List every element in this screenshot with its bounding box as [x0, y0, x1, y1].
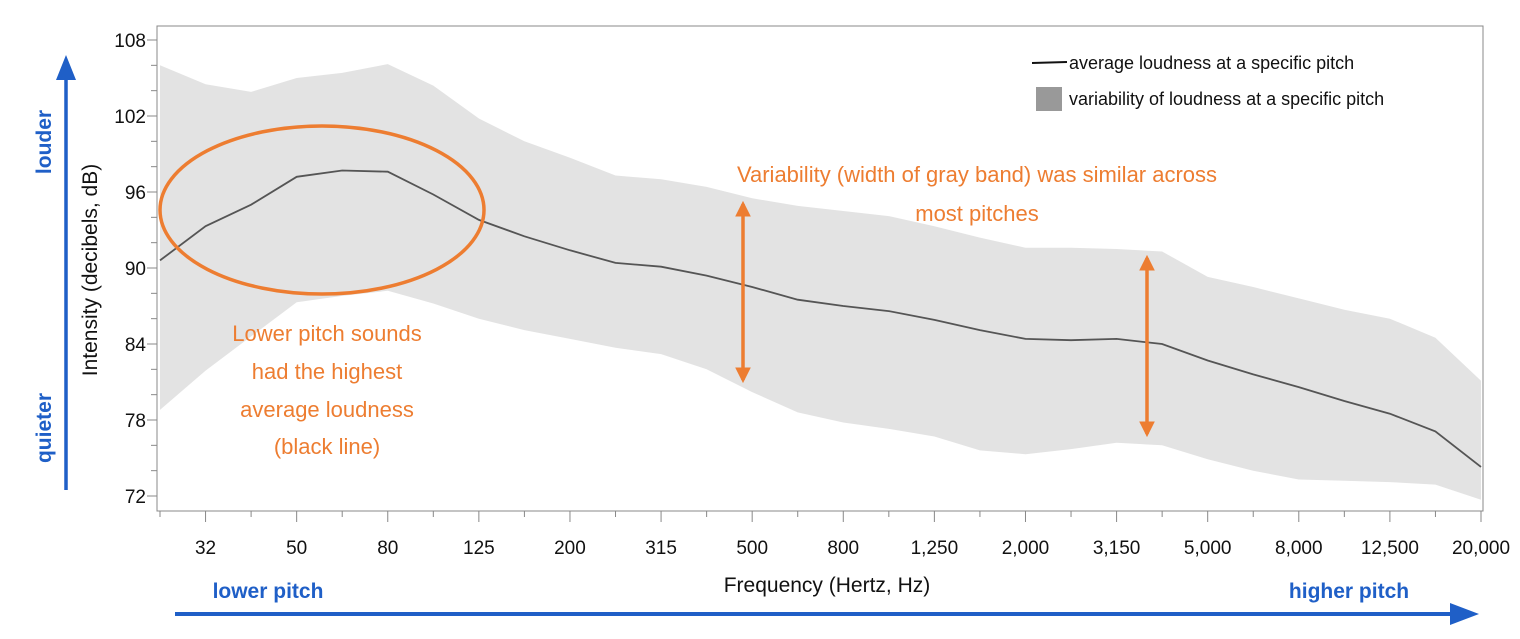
x-tick-label: 32 — [195, 538, 216, 559]
legend-band-swatch — [1036, 87, 1062, 111]
y-tick-label: 72 — [125, 487, 146, 508]
variability-note-line-1: Variability (width of gray band) was sim… — [737, 162, 1217, 187]
higher-pitch-label: higher pitch — [1289, 580, 1409, 603]
y-tick-label: 78 — [125, 411, 146, 432]
side-arrows: louder quieter lower pitch higher pitch — [33, 55, 1479, 625]
lower-pitch-label: lower pitch — [213, 580, 324, 603]
y-tick-label: 96 — [125, 183, 146, 204]
x-tick-label: 80 — [377, 538, 398, 559]
y-tick-label: 108 — [114, 31, 146, 52]
y-axis-title: Intensity (decibels, dB) — [79, 164, 102, 376]
lower-pitch-note-line-4: (black line) — [274, 434, 380, 459]
x-axis-ticks: 32 50 80 125 200 315 500 800 1,250 2,000 3,150 5,00… — [159, 511, 1510, 559]
x-tick-label: 20,000 — [1452, 538, 1510, 559]
x-tick-label: 12,500 — [1361, 538, 1419, 559]
x-tick-label: 315 — [645, 538, 677, 559]
legend: average loudness at a specific pitch var… — [1031, 53, 1384, 111]
x-tick-label: 1,250 — [911, 538, 959, 559]
x-tick-label: 800 — [827, 538, 859, 559]
x-tick-label: 500 — [736, 538, 768, 559]
x-tick-label: 50 — [286, 538, 307, 559]
y-tick-label: 90 — [125, 259, 146, 280]
quieter-label: quieter — [33, 393, 56, 463]
lower-pitch-note-line-3: average loudness — [240, 397, 414, 422]
variability-note-line-2: most pitches — [915, 201, 1039, 226]
x-tick-label: 5,000 — [1184, 538, 1232, 559]
x-tick-label: 3,150 — [1093, 538, 1141, 559]
loudness-axis-arrow-head — [56, 55, 76, 80]
y-tick-label: 84 — [125, 335, 147, 356]
legend-line-swatch — [1031, 61, 1068, 64]
x-tick-label: 8,000 — [1275, 538, 1323, 559]
annotations: Lower pitch sounds had the highest avera… — [158, 124, 1217, 459]
y-tick-label: 102 — [114, 107, 146, 128]
x-axis-title: Frequency (Hertz, Hz) — [724, 574, 931, 597]
legend-line-label: average loudness at a specific pitch — [1069, 53, 1354, 73]
lower-pitch-note-line-2: had the highest — [252, 359, 402, 384]
louder-label: louder — [33, 110, 56, 174]
x-tick-label: 2,000 — [1002, 538, 1050, 559]
average-loudness-line — [159, 169, 1482, 468]
legend-band-label: variability of loudness at a specific pi… — [1069, 89, 1384, 109]
peak-highlight-ellipse — [158, 124, 486, 296]
axes: 72 78 84 90 96 102 108 32 50 80 125 200 315 500 800 1,… — [114, 25, 1510, 559]
y-axis-ticks: 72 78 84 90 96 102 108 — [114, 31, 157, 508]
x-tick-label: 125 — [463, 538, 495, 559]
x-tick-label: 200 — [554, 538, 586, 559]
pitch-axis-arrow-head — [1450, 603, 1479, 625]
lower-pitch-note-line-1: Lower pitch sounds — [232, 321, 422, 346]
